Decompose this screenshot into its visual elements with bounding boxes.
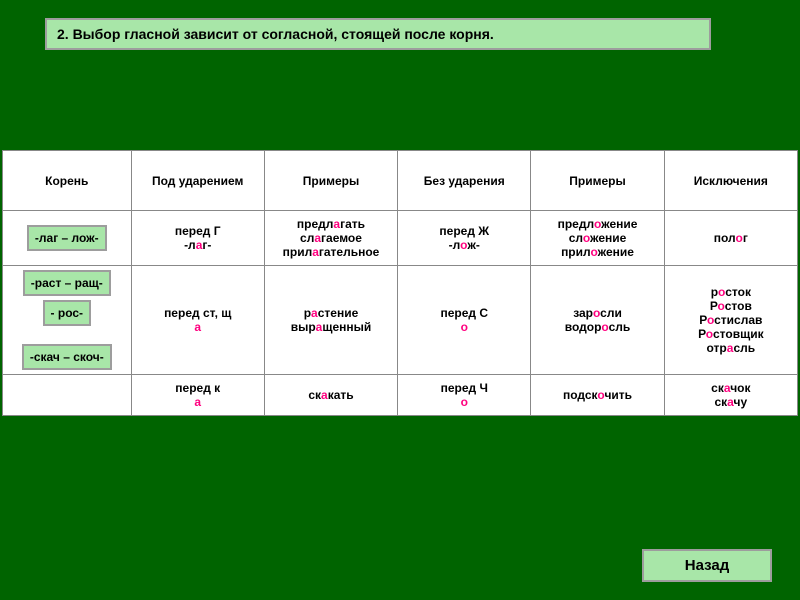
col-examples2: Примеры <box>531 151 664 211</box>
examples1-cell: предлагать слагаемое прилагательное <box>264 211 397 266</box>
stressed-cell: перед к а <box>131 375 264 416</box>
root-badge: -скач – скоч- <box>22 344 112 370</box>
col-root: Корень <box>3 151 132 211</box>
stressed-cell: перед ст, щ а <box>131 266 264 375</box>
examples2-cell: заросли водоросль <box>531 266 664 375</box>
table-row: -раст – ращ- - рос- -скач – скоч- перед … <box>3 266 798 375</box>
col-examples1: Примеры <box>264 151 397 211</box>
root-cell: -раст – ращ- - рос- -скач – скоч- <box>3 266 132 375</box>
unstressed-cell: перед Ж -лож- <box>398 211 531 266</box>
stressed-cell: перед Г -лаг- <box>131 211 264 266</box>
table-row: -лаг – лож- перед Г -лаг- предлагать сла… <box>3 211 798 266</box>
col-unstressed: Без ударения <box>398 151 531 211</box>
unstressed-cell: перед С о <box>398 266 531 375</box>
root-badge: -лаг – лож- <box>27 225 107 251</box>
col-stressed: Под ударением <box>131 151 264 211</box>
table-row: перед к а скакать перед Ч о подскочить с… <box>3 375 798 416</box>
examples1-cell: скакать <box>264 375 397 416</box>
root-cell: -лаг – лож- <box>3 211 132 266</box>
col-exceptions: Исключения <box>664 151 797 211</box>
exceptions-cell: скачок скачу <box>664 375 797 416</box>
root-badge: - рос- <box>43 300 92 326</box>
examples1-cell: растение выращенный <box>264 266 397 375</box>
root-badge: -раст – ращ- <box>23 270 111 296</box>
grammar-table: Корень Под ударением Примеры Без ударени… <box>2 150 798 416</box>
exceptions-cell: росток Ростов Ростислав Ростовщик отрасл… <box>664 266 797 375</box>
root-cell <box>3 375 132 416</box>
rule-title: 2. Выбор гласной зависит от согласной, с… <box>45 18 711 50</box>
examples2-cell: подскочить <box>531 375 664 416</box>
table-header-row: Корень Под ударением Примеры Без ударени… <box>3 151 798 211</box>
exceptions-cell: полог <box>664 211 797 266</box>
unstressed-cell: перед Ч о <box>398 375 531 416</box>
back-button[interactable]: Назад <box>642 549 772 582</box>
examples2-cell: предложение сложение приложение <box>531 211 664 266</box>
